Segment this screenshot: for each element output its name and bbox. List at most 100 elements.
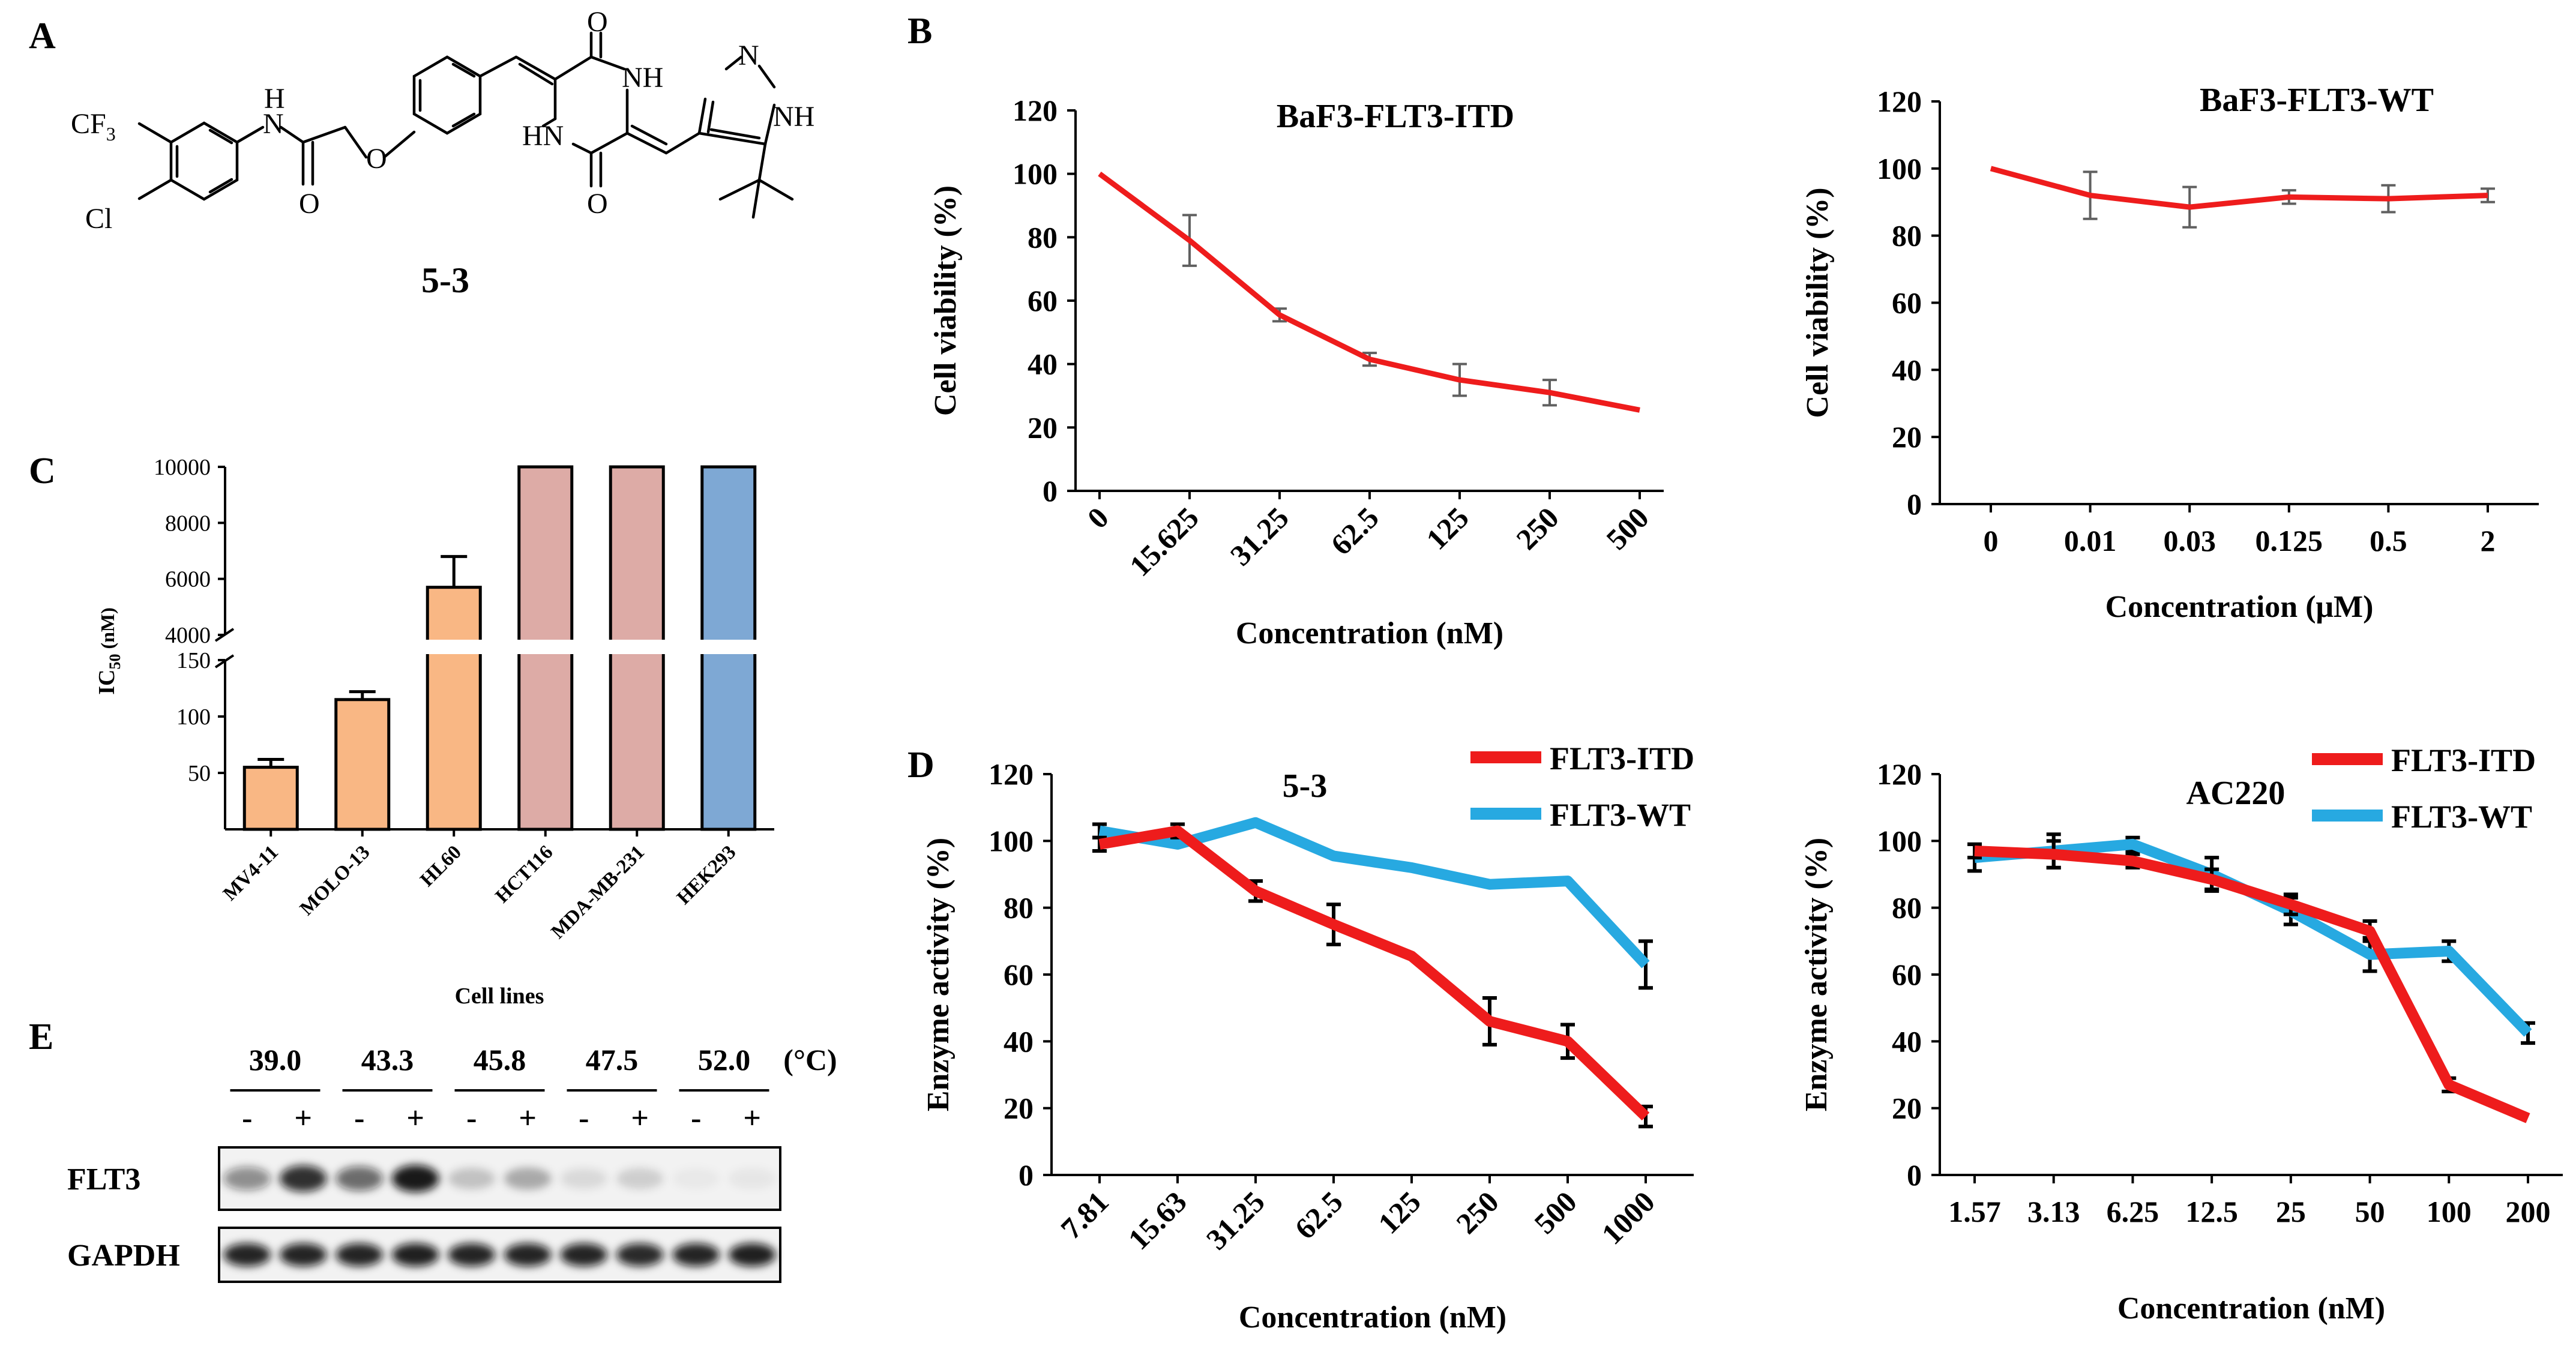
x-tick-label: 0 xyxy=(1081,500,1115,535)
y-axis-label: Cell viability (%) xyxy=(1801,187,1835,418)
y-tick-label: 8000 xyxy=(165,511,211,536)
y-axis-label-part: (nM) xyxy=(97,607,118,653)
y-tick-label: 150 xyxy=(176,648,211,673)
y-tick-label: 40 xyxy=(1028,347,1058,381)
bar-mv4-11 xyxy=(242,766,299,831)
temperature-label: 52.0 xyxy=(698,1043,751,1077)
temperature-label: 39.0 xyxy=(249,1043,302,1077)
y-axis-label-part: 50 xyxy=(106,654,124,670)
blot-band xyxy=(448,1243,496,1267)
bar-molo-13 xyxy=(334,698,391,831)
molecule-name: 5-3 xyxy=(421,260,469,300)
panel-label-b: B xyxy=(907,11,932,52)
x-tick-label: 6.25 xyxy=(2107,1195,2159,1228)
legend-label: FLT3-ITD xyxy=(2391,742,2536,778)
molecule-structure xyxy=(137,31,794,219)
y-axis-label: Enzyme activity (%) xyxy=(921,838,955,1111)
legend-label: FLT3-ITD xyxy=(1550,741,1694,777)
blot-band xyxy=(448,1168,496,1189)
temperature-unit: (°C) xyxy=(783,1043,837,1077)
chart-title: BaF3-FLT3-ITD xyxy=(1277,98,1514,135)
y-tick-label: 0 xyxy=(1907,1158,1922,1192)
x-tick-label: 1.57 xyxy=(1948,1195,2001,1228)
blot-band xyxy=(672,1168,720,1189)
y-tick-label: 100 xyxy=(989,824,1034,858)
blot-band xyxy=(616,1243,664,1267)
atom-h-amide: H xyxy=(264,83,285,115)
series-line-flt3-wt xyxy=(1974,838,2532,1037)
y-tick-label: 80 xyxy=(1892,219,1922,253)
x-tick-label: 15.625 xyxy=(1123,500,1205,583)
treatment-label: + xyxy=(406,1101,424,1135)
blot-band xyxy=(560,1243,608,1267)
blot-band xyxy=(391,1243,439,1267)
blot-band xyxy=(336,1166,384,1191)
x-tick-label: MV4-11 xyxy=(219,841,283,905)
x-tick-label: 7.81 xyxy=(1054,1185,1115,1245)
blot-band xyxy=(504,1243,552,1267)
x-tick-label: 125 xyxy=(1371,1185,1427,1240)
atom-n-imidazole: N xyxy=(738,40,759,71)
y-tick-label: 60 xyxy=(1892,286,1922,320)
panel-label-a: A xyxy=(29,16,56,56)
x-tick-label: HEK293 xyxy=(673,841,740,909)
y-tick-label: 4000 xyxy=(165,623,211,648)
x-tick-label: 1000 xyxy=(1595,1185,1661,1251)
legend-label: FLT3-WT xyxy=(2391,799,2532,835)
x-tick-label: 0.01 xyxy=(2064,524,2117,557)
x-tick-label: 2 xyxy=(2481,524,2496,557)
blot-row-label: FLT3 xyxy=(67,1162,140,1197)
y-tick-label: 10000 xyxy=(154,455,211,480)
series-line-flt3-itd xyxy=(1098,825,1650,1121)
panel-label-e: E xyxy=(29,1017,53,1057)
y-tick-label: 80 xyxy=(1004,891,1034,925)
y-axis-label: Enzyme activity (%) xyxy=(1799,838,1834,1111)
x-tick-label: 200 xyxy=(2506,1195,2551,1228)
blot-band xyxy=(279,1243,327,1267)
y-tick-label: 120 xyxy=(989,757,1034,791)
x-tick-label: 500 xyxy=(1527,1185,1583,1240)
blot-row-label: GAPDH xyxy=(67,1239,180,1273)
y-axis-label-part: IC xyxy=(94,670,119,695)
treatment-label: - xyxy=(354,1101,364,1135)
x-tick-label: 0.5 xyxy=(2370,524,2407,557)
y-tick-label: 40 xyxy=(1004,1024,1034,1058)
temperature-label: 47.5 xyxy=(586,1043,639,1077)
x-tick-label: 0.125 xyxy=(2256,524,2323,557)
treatment-label: + xyxy=(294,1101,312,1135)
y-tick-label: 20 xyxy=(1892,1092,1922,1125)
atom-cf3: CF3 xyxy=(71,108,116,145)
y-tick-label: 60 xyxy=(1004,958,1034,991)
x-tick-label: 31.25 xyxy=(1224,500,1295,572)
blot-band xyxy=(728,1243,776,1267)
chart-d-ac220: 0 20 40 60 80 100 120 1.57 3.13 6.25 12.5 25 50 100 20… xyxy=(1799,742,2563,1326)
x-tick-label: MDA-MB-231 xyxy=(547,841,649,943)
chart-title: BaF3-FLT3-WT xyxy=(2200,82,2434,119)
atom-hn-ring2: HN xyxy=(522,120,564,152)
blot-band xyxy=(560,1168,608,1189)
blot-band xyxy=(616,1168,664,1189)
chart-b-wt: 0 20 40 60 80 100 120 0 0.01 0.03 0.125 0.5 2 Concent… xyxy=(1801,82,2539,624)
y-tick-label: 0 xyxy=(1019,1158,1034,1192)
y-tick-label: 100 xyxy=(1013,157,1058,191)
y-tick-label: 0 xyxy=(1907,487,1922,521)
blot-band xyxy=(728,1168,776,1189)
bar-hl60 xyxy=(426,586,482,831)
panel-label-d: D xyxy=(907,745,934,786)
x-tick-label: 125 xyxy=(1419,500,1475,556)
blot-band xyxy=(223,1167,271,1191)
atom-nh-ring1: NH xyxy=(622,62,663,94)
y-tick-label: 80 xyxy=(1028,220,1058,254)
atom-cl: Cl xyxy=(85,203,112,235)
y-tick-label: 120 xyxy=(1877,757,1922,791)
atom-o-top: O xyxy=(587,6,608,38)
y-tick-label: 120 xyxy=(1013,94,1058,127)
series-line-baf3-flt3-itd xyxy=(1098,172,1640,413)
y-tick-label: 0 xyxy=(1043,474,1058,508)
y-tick-label: 20 xyxy=(1004,1092,1034,1125)
x-tick-label: 25 xyxy=(2276,1195,2306,1228)
chart-d-5-3: 0 20 40 60 80 100 120 7.81 15.63 31.25 62.5 125 250 5… xyxy=(921,741,1694,1335)
y-tick-label: 20 xyxy=(1892,420,1922,454)
treatment-label: + xyxy=(519,1101,537,1135)
